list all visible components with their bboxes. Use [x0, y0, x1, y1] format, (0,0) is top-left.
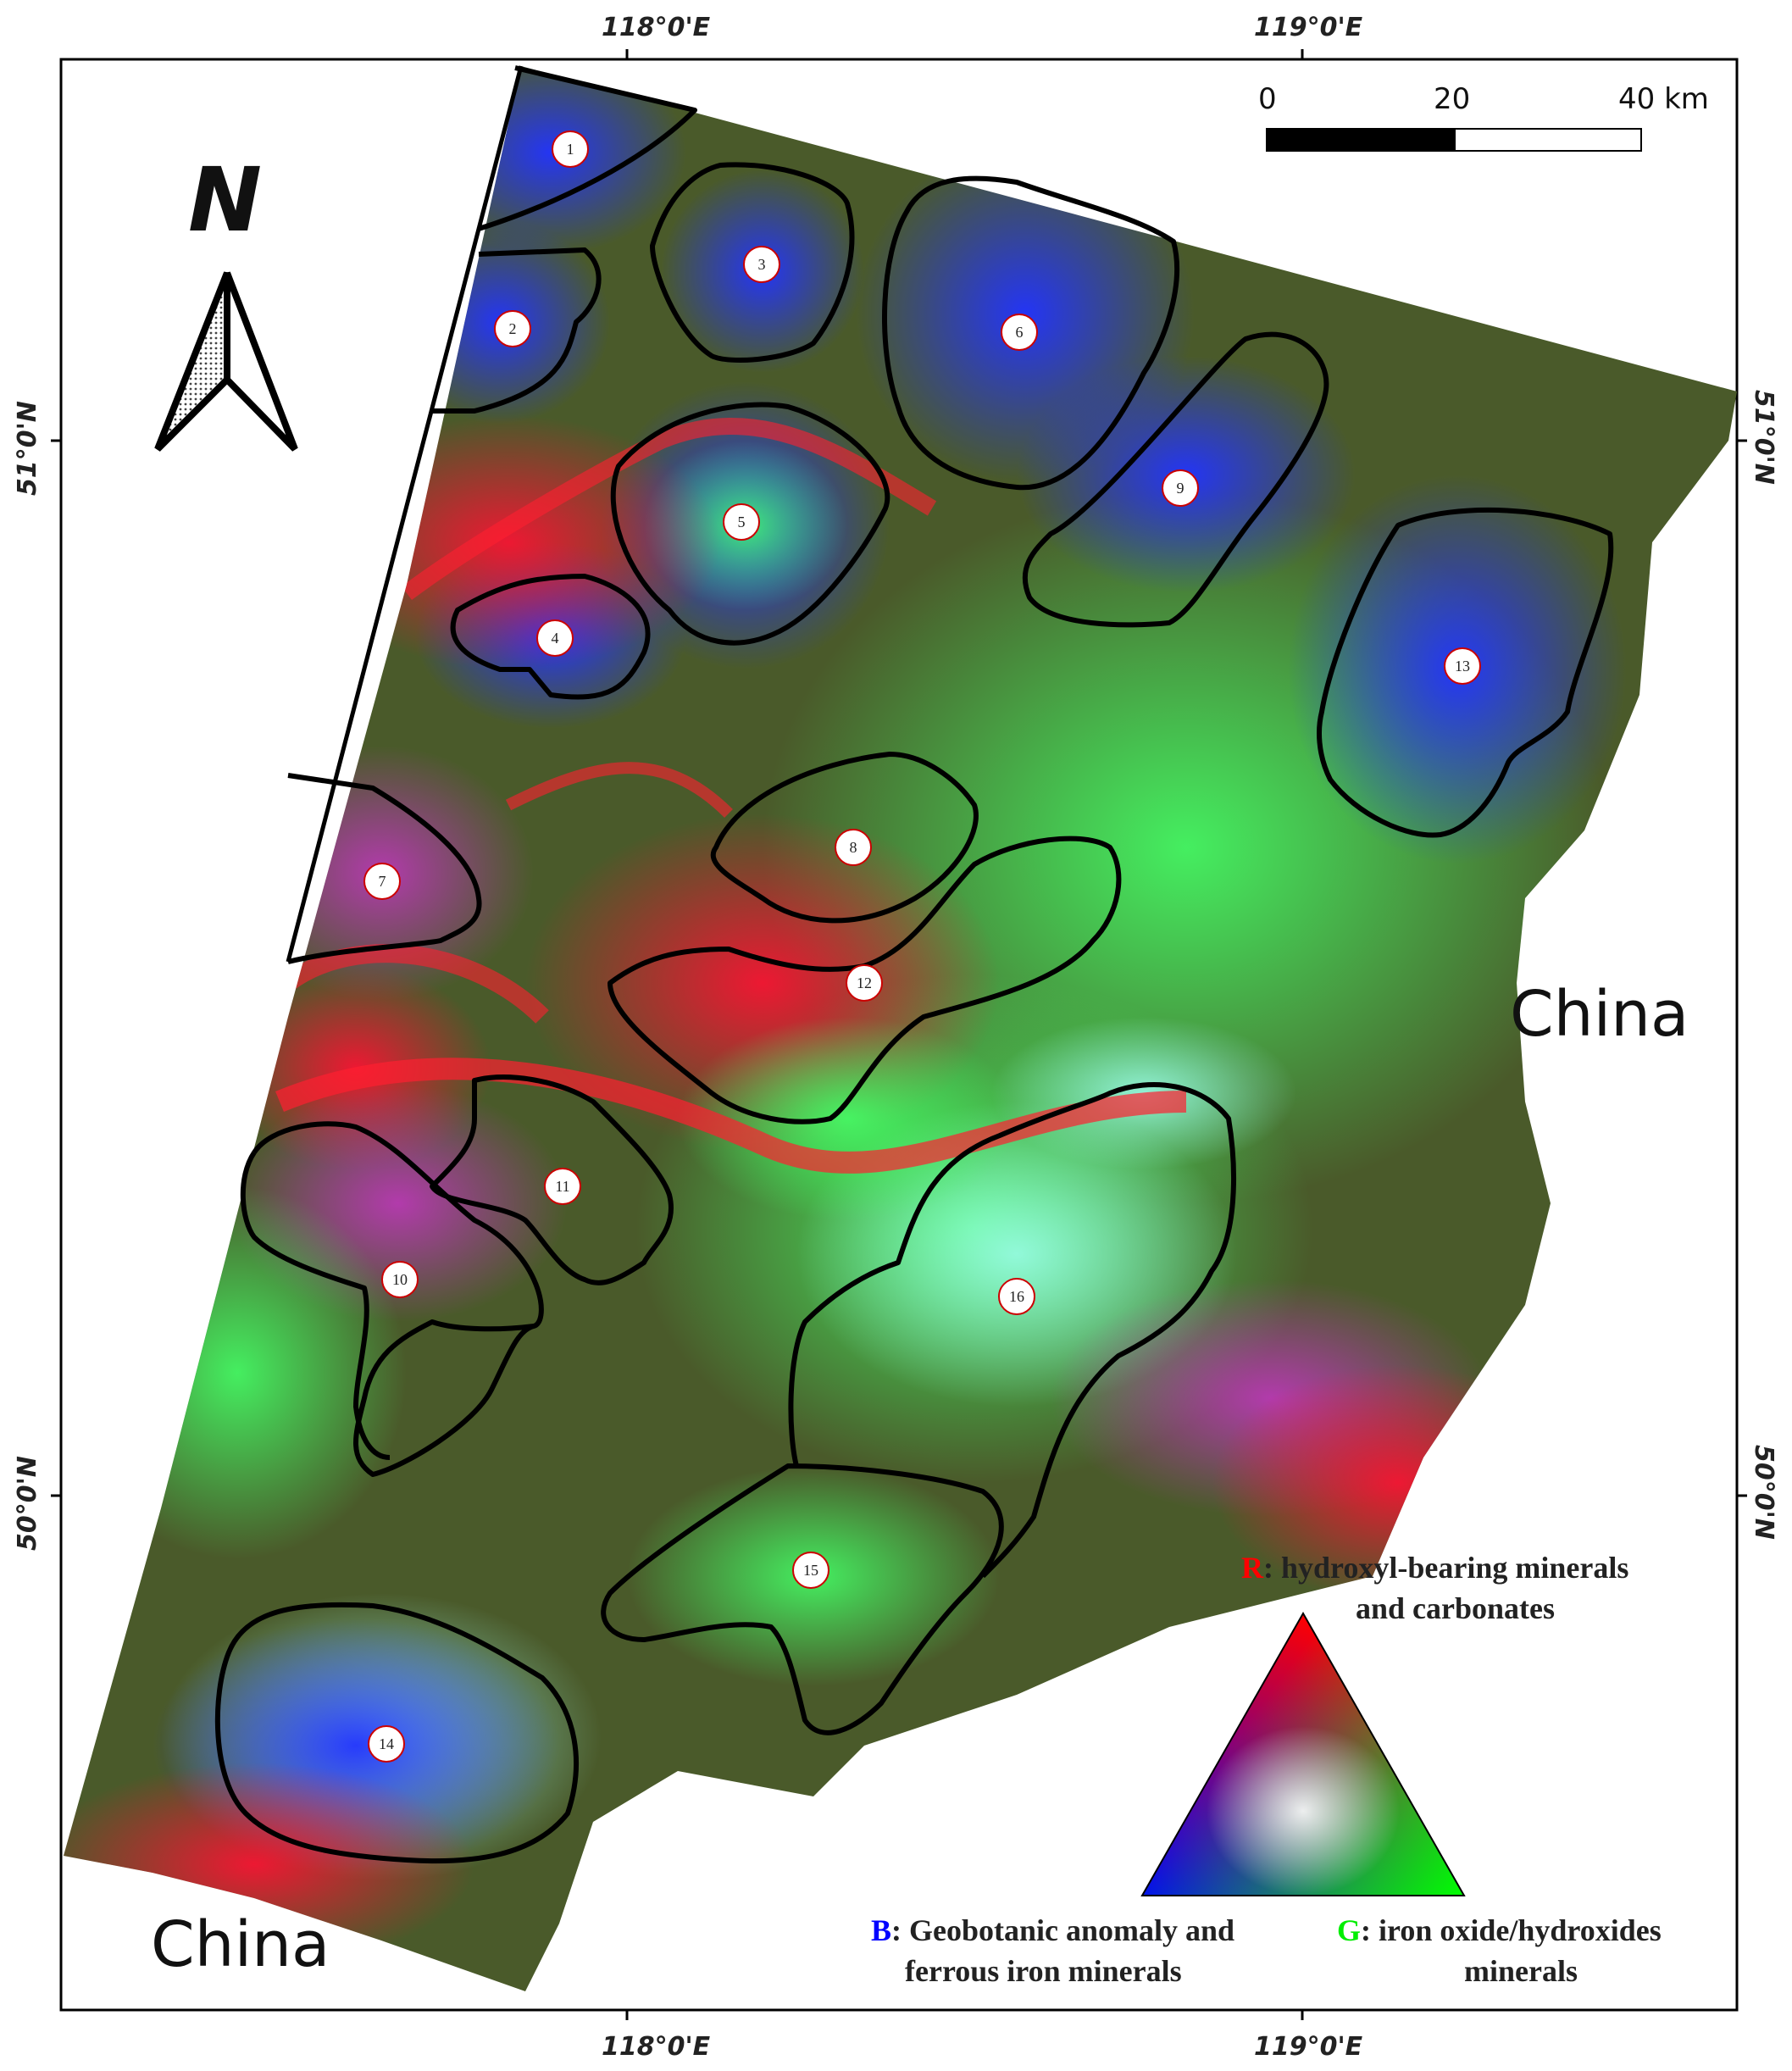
region-outline-1	[478, 65, 697, 231]
region-marker-1: 1	[552, 130, 589, 168]
region-outline-15	[601, 1463, 1004, 1735]
svg-text:5: 5	[738, 514, 746, 530]
svg-text:2: 2	[509, 320, 517, 337]
scale-label-20: 20	[1434, 82, 1470, 116]
region-marker-13: 13	[1444, 647, 1481, 685]
svg-text:8: 8	[850, 839, 857, 856]
right-lat-label-50: 50°0'N	[1749, 1445, 1778, 1540]
left-lat-label-51: 51°0'N	[13, 401, 42, 496]
region-outline-10b	[240, 1151, 391, 1460]
north-arrow-icon	[154, 271, 298, 452]
rgb-legend: R: hydroxyl-bearing minerals and carbona…	[871, 1551, 1662, 1988]
region-outline-7	[287, 773, 482, 964]
region-outline-8	[710, 752, 979, 924]
svg-text:15: 15	[803, 1562, 818, 1579]
region-marker-12: 12	[846, 964, 883, 1002]
graticule-ticks	[51, 49, 1747, 2020]
scale-label-0: 0	[1258, 82, 1277, 116]
region-marker-8: 8	[835, 829, 872, 866]
region-outline-5	[610, 402, 890, 646]
svg-text:3: 3	[758, 256, 766, 273]
right-lat-label-51: 51°0'N	[1749, 390, 1778, 485]
country-label-china-east: China	[1510, 978, 1689, 1051]
region-marker-11: 11	[544, 1168, 581, 1205]
svg-text:1: 1	[567, 141, 574, 158]
scale-label-40km: 40 km	[1618, 82, 1709, 116]
region-outline-13	[1317, 507, 1614, 838]
svg-text:10: 10	[392, 1271, 408, 1288]
region-marker-4: 4	[536, 619, 574, 657]
region-outline-10	[252, 1121, 544, 1477]
north-label: N	[188, 148, 262, 252]
scene-edge-line	[286, 65, 524, 963]
region-outlines	[214, 65, 1614, 1864]
legend-r-line1: R: hydroxyl-bearing minerals	[1241, 1551, 1628, 1585]
region-outline-12	[608, 836, 1122, 1124]
bottom-lon-label-119: 119°0'E	[1254, 2032, 1363, 2062]
region-marker-3: 3	[743, 246, 780, 283]
region-outline-14	[214, 1602, 579, 1864]
region-marker-10: 10	[381, 1261, 419, 1298]
region-outline-16	[788, 1082, 1236, 1579]
region-outline-3	[650, 162, 855, 363]
legend-g-line1: G: iron oxide/hydroxides	[1337, 1913, 1662, 1947]
legend-b-line1: B: Geobotanic anomaly and	[871, 1913, 1234, 1947]
top-lon-label-118: 118°0'E	[602, 13, 711, 42]
region-outline-4	[450, 574, 651, 700]
region-marker-7: 7	[363, 863, 401, 900]
top-lon-label-119: 119°0'E	[1254, 13, 1363, 42]
svg-text:6: 6	[1016, 324, 1024, 341]
region-outline-11	[430, 1074, 674, 1285]
svg-text:9: 9	[1177, 480, 1184, 497]
legend-g-line2: minerals	[1464, 1954, 1578, 1988]
svg-text:13: 13	[1455, 658, 1470, 675]
region-marker-14: 14	[368, 1725, 405, 1763]
legend-r-line2: and carbonates	[1356, 1591, 1555, 1625]
svg-text:16: 16	[1009, 1288, 1024, 1305]
left-lat-label-50: 50°0'N	[13, 1456, 42, 1551]
region-marker-9: 9	[1162, 469, 1199, 507]
region-outline-2	[432, 247, 602, 414]
region-markers: 1 2 3 4 5 6 7 8 9 10 11 12 13 14 15 16	[363, 130, 1481, 1763]
region-outline-9	[1022, 331, 1329, 628]
region-marker-16: 16	[998, 1278, 1035, 1315]
region-marker-15: 15	[792, 1552, 829, 1589]
svg-text:11: 11	[555, 1178, 569, 1195]
region-marker-5: 5	[723, 503, 760, 541]
svg-text:4: 4	[552, 630, 559, 647]
region-marker-6: 6	[1001, 314, 1038, 351]
legend-b-line2: ferrous iron minerals	[905, 1954, 1182, 1988]
region-outline-6	[881, 175, 1179, 491]
country-label-china-southwest: China	[151, 1908, 330, 1981]
rgb-triangle	[1140, 1611, 1466, 1896]
svg-text:12: 12	[857, 974, 872, 991]
region-marker-2: 2	[494, 310, 531, 347]
svg-text:14: 14	[379, 1735, 394, 1752]
bottom-lon-label-118: 118°0'E	[602, 2032, 711, 2062]
scale-bar	[1266, 128, 1642, 152]
svg-text:7: 7	[379, 873, 386, 890]
